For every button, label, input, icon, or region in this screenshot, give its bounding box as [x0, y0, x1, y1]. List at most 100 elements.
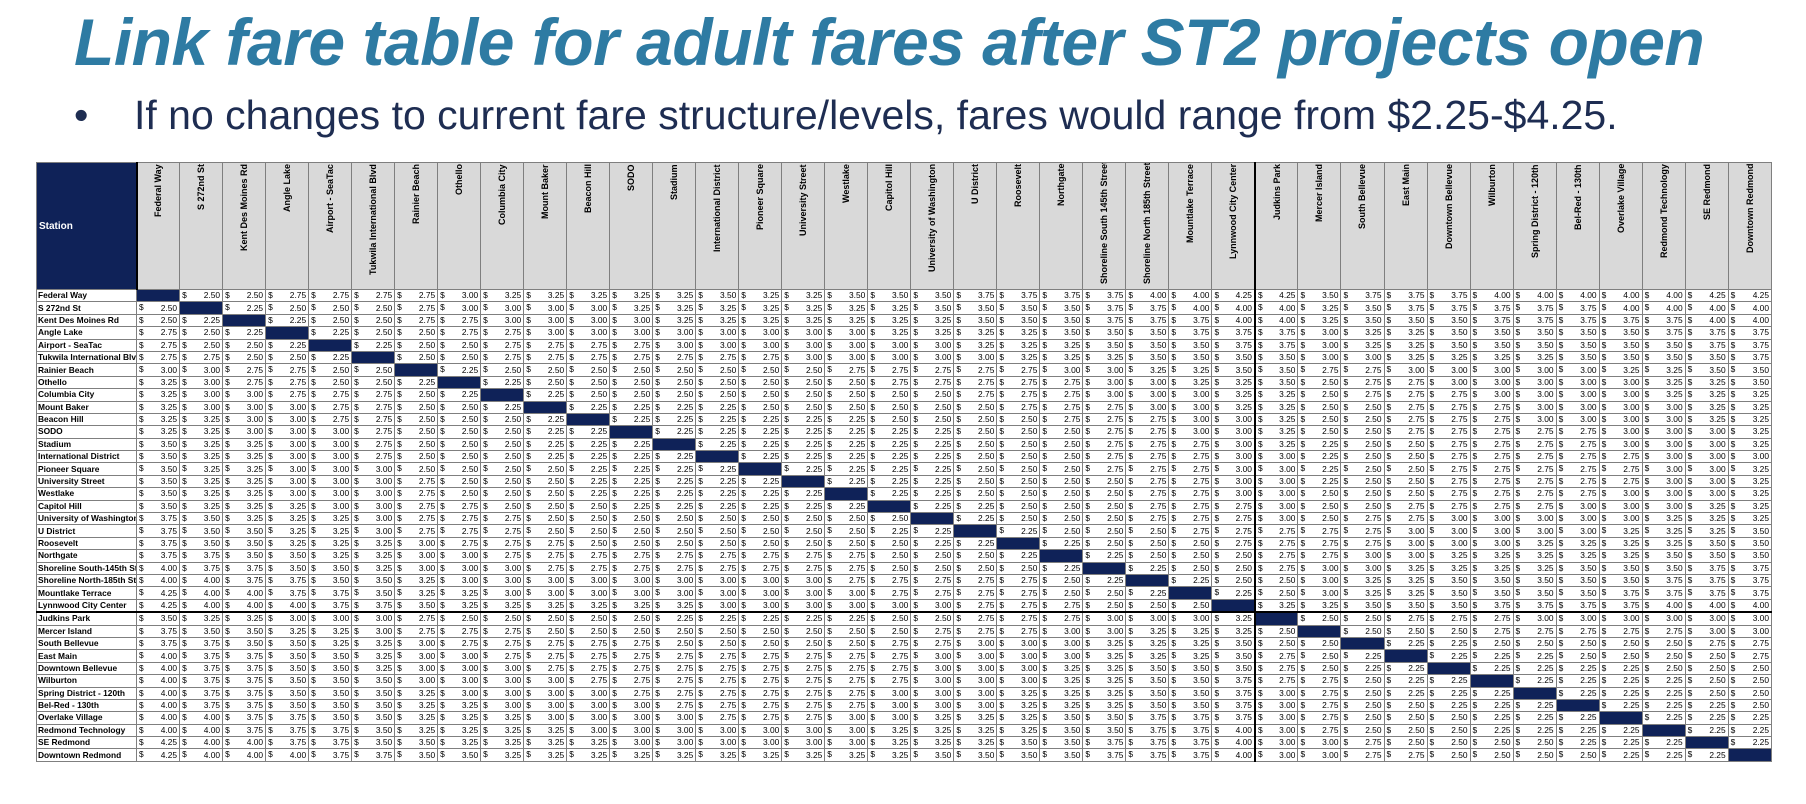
fare-cell: $3.00: [910, 649, 955, 663]
currency-symbol: $: [1042, 290, 1048, 300]
fare-value: 2.75: [1021, 625, 1038, 636]
currency-symbol: $: [827, 426, 832, 437]
fare-cell: $2.75: [1211, 536, 1256, 551]
fare-value: 3.25: [203, 426, 221, 437]
currency-symbol: $: [1429, 599, 1435, 610]
fare-cell: $3.25: [523, 748, 568, 762]
column-header-label: Stadium: [669, 164, 680, 200]
fare-value: 3.50: [1021, 302, 1038, 313]
currency-symbol: $: [1214, 687, 1220, 698]
fare-value: 2.50: [1279, 625, 1296, 636]
fare-cell: $2.50: [1426, 711, 1471, 725]
currency-symbol: $: [827, 339, 832, 350]
same-station-cell: [996, 536, 1041, 551]
table-row: Stadium $3.50 $3.25 $3.25 $3.00 $3.00 $2.75 $2.…: [35, 437, 1773, 452]
fare-value: 2.75: [1322, 538, 1339, 548]
fare-value: 3.00: [935, 650, 952, 661]
currency-symbol: $: [1214, 613, 1220, 624]
fare-value: 3.25: [1150, 638, 1167, 649]
fare-cell: $3.00: [1253, 474, 1299, 489]
fare-cell: $2.50: [738, 536, 783, 551]
fare-cell: $3.75: [1340, 288, 1385, 303]
fare-value: 2.75: [1451, 613, 1468, 624]
fare-cell: $3.50: [1641, 350, 1686, 365]
fare-value: 3.00: [203, 401, 221, 412]
fare-cell: $2.25: [781, 487, 826, 501]
fare-value: 2.75: [1279, 525, 1296, 536]
fare-value: 3.25: [1322, 599, 1339, 610]
currency-symbol: $: [999, 749, 1005, 760]
fare-cell: $3.50: [910, 288, 955, 303]
fare-cell: $3.00: [738, 338, 783, 352]
currency-symbol: $: [397, 488, 402, 499]
fare-value: 3.25: [1279, 389, 1296, 400]
currency-symbol: $: [1558, 463, 1564, 474]
fare-cell: $3.25: [1727, 474, 1773, 489]
fare-value: 3.25: [1408, 587, 1425, 598]
currency-symbol: $: [397, 650, 402, 661]
fare-value: 2.50: [1021, 488, 1038, 499]
currency-symbol: $: [784, 463, 789, 474]
fare-cell: $3.25: [1383, 586, 1428, 600]
fare-value: 2.75: [590, 550, 608, 561]
currency-symbol: $: [182, 327, 187, 338]
fare-cell: $2.50: [480, 437, 525, 452]
currency-symbol: $: [913, 389, 918, 400]
fare-cell: $3.50: [996, 748, 1041, 762]
fare-cell: $3.00: [1039, 624, 1084, 638]
currency-symbol: $: [483, 500, 488, 511]
currency-symbol: $: [1386, 413, 1392, 424]
fare-value: 3.75: [1193, 737, 1210, 748]
fare-value: 3.25: [246, 476, 264, 487]
currency-symbol: $: [1601, 737, 1607, 748]
fare-cell: $2.75: [910, 636, 955, 651]
currency-symbol: $: [1644, 438, 1650, 449]
fare-value: 3.00: [332, 438, 350, 449]
fare-cell: $2.25: [867, 425, 912, 439]
fare-value: 3.75: [1709, 562, 1726, 573]
fare-value: 2.25: [1494, 700, 1511, 711]
fare-cell: $3.00: [867, 338, 912, 352]
currency-symbol: $: [440, 339, 445, 350]
fare-cell: $3.50: [953, 301, 998, 315]
fare-cell: $2.50: [437, 338, 482, 352]
currency-symbol: $: [612, 525, 617, 536]
fare-cell: $2.75: [1383, 400, 1428, 414]
fare-value: 2.75: [935, 575, 952, 586]
currency-symbol: $: [698, 500, 703, 511]
fare-value: 3.25: [504, 724, 522, 735]
fare-cell: $2.75: [1469, 400, 1514, 414]
currency-symbol: $: [225, 737, 230, 748]
fare-cell: $4.00: [179, 723, 224, 738]
fare-cell: $2.75: [1555, 624, 1600, 638]
fare-value: 3.00: [1365, 550, 1382, 561]
currency-symbol: $: [182, 613, 187, 624]
fare-cell: $3.50: [308, 686, 353, 700]
fare-value: 3.50: [1451, 327, 1468, 338]
fare-value: 2.75: [1107, 414, 1124, 425]
fare-cell: $3.75: [1211, 698, 1256, 713]
currency-symbol: $: [1042, 351, 1048, 362]
currency-symbol: $: [784, 488, 789, 499]
fare-value: 2.25: [590, 438, 608, 449]
fare-value: 2.75: [719, 550, 737, 561]
currency-symbol: $: [956, 675, 962, 686]
fare-value: 3.00: [375, 488, 393, 499]
fare-value: 2.25: [1623, 662, 1640, 673]
fare-cell: $2.75: [867, 661, 912, 676]
currency-symbol: $: [1386, 488, 1392, 499]
currency-symbol: $: [1257, 724, 1263, 735]
currency-symbol: $: [1214, 675, 1220, 686]
currency-symbol: $: [1300, 314, 1306, 325]
fare-cell: $2.25: [1727, 711, 1773, 725]
currency-symbol: $: [569, 724, 574, 735]
fare-value: 3.00: [719, 587, 737, 598]
fare-cell: $2.75: [566, 661, 611, 676]
currency-symbol: $: [569, 599, 574, 610]
fare-cell: $2.50: [867, 388, 912, 402]
fare-value: 3.00: [762, 599, 780, 610]
fare-cell: $2.25: [996, 549, 1041, 563]
currency-symbol: $: [870, 599, 875, 610]
currency-symbol: $: [741, 562, 746, 573]
fare-value: 2.25: [676, 414, 694, 425]
